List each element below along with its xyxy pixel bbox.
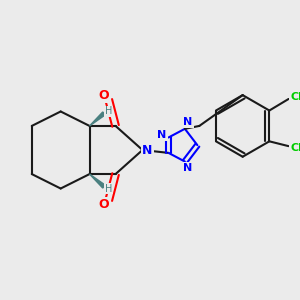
- Text: O: O: [99, 88, 109, 102]
- Text: H: H: [105, 106, 112, 116]
- Text: N: N: [183, 117, 192, 127]
- Text: N: N: [183, 163, 192, 173]
- Text: Cl: Cl: [290, 92, 300, 102]
- Text: H: H: [105, 184, 112, 194]
- Text: N: N: [142, 143, 152, 157]
- Text: N: N: [157, 130, 167, 140]
- Polygon shape: [90, 174, 105, 188]
- Polygon shape: [90, 112, 105, 126]
- Text: O: O: [99, 198, 109, 212]
- Text: Cl: Cl: [290, 143, 300, 153]
